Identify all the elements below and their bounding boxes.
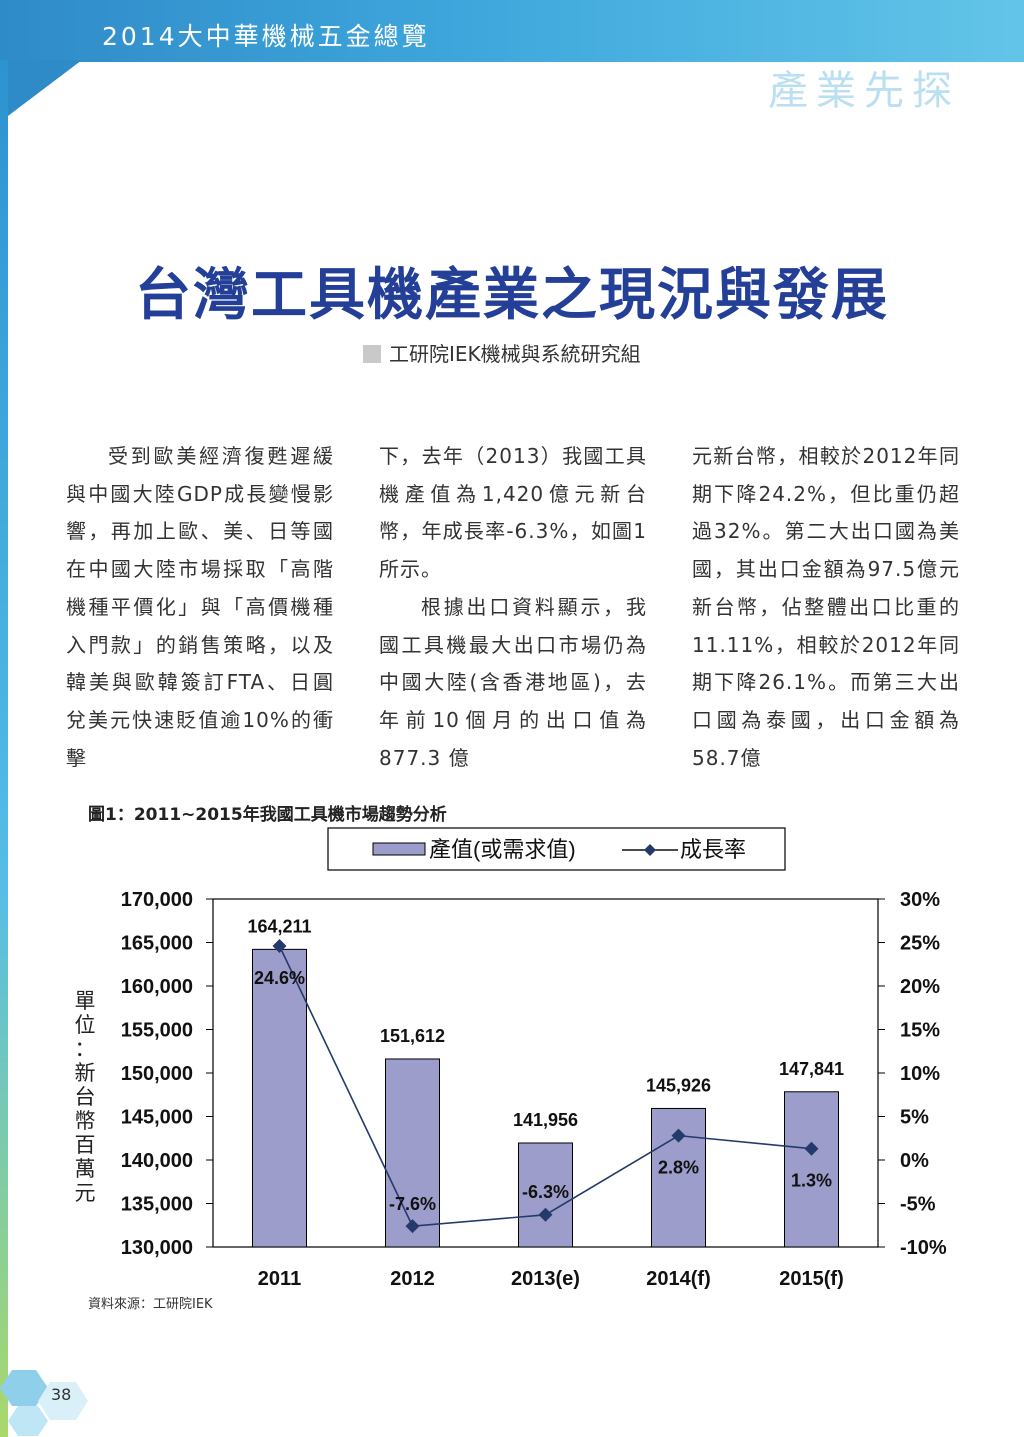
bar-value-label: 164,211 bbox=[247, 916, 311, 936]
y-axis-title-char: 元 bbox=[75, 1182, 96, 1205]
paragraph: 受到歐美經濟復甦遲緩與中國大陸GDP成長變慢影響，再加上歐、美、日等國在中國大陸… bbox=[66, 444, 334, 770]
byline: 工研院IEK機械與系統研究組 bbox=[363, 338, 641, 367]
byline-square-icon bbox=[363, 345, 381, 363]
y2-tick-label: -5% bbox=[900, 1194, 936, 1216]
y-tick-label: 135,000 bbox=[121, 1194, 193, 1216]
bar-value-label: 145,926 bbox=[646, 1075, 711, 1095]
figure-caption: 圖1：2011~2015年我國工具機市場趨勢分析 bbox=[88, 805, 447, 825]
y2-tick-label: 25% bbox=[900, 933, 940, 955]
x-tick-label: 2011 bbox=[258, 1268, 301, 1290]
legend-label-rate: 成長率 bbox=[680, 837, 746, 862]
y2-tick-label: 5% bbox=[900, 1107, 929, 1129]
page-number: 38 bbox=[51, 1385, 72, 1404]
y-tick-label: 165,000 bbox=[121, 933, 193, 955]
bar-value-label: 141,956 bbox=[513, 1110, 578, 1130]
y-tick-label: 155,000 bbox=[121, 1020, 193, 1042]
article-title: 台灣工具機產業之現況與發展 bbox=[135, 263, 889, 328]
legend-label-value: 產值(或需求值) bbox=[429, 837, 576, 862]
market-trend-chart: 產值(或需求值) 成長率 130,000 135,000 140,000 145,000 1… bbox=[75, 827, 947, 1290]
growth-rate-marker bbox=[671, 1128, 686, 1143]
y-tick-label: 130,000 bbox=[121, 1237, 193, 1259]
bar-value-label: 151,612 bbox=[380, 1026, 445, 1046]
bar bbox=[385, 1058, 440, 1248]
y-axis-title-char: 單 bbox=[75, 990, 96, 1013]
section-label: 產業先探 bbox=[768, 68, 960, 114]
bar-value-label: 147,841 bbox=[779, 1059, 844, 1079]
y-axis-title-char: 台 bbox=[75, 1086, 96, 1109]
y-axis-title-char: 萬 bbox=[75, 1158, 96, 1181]
y-tick-label: 145,000 bbox=[121, 1107, 193, 1129]
page-number-hexagons bbox=[0, 1370, 88, 1436]
figure-source: 資料來源：工研院IEK bbox=[88, 1297, 213, 1312]
magazine-title: 2014大中華機械五金總覽 bbox=[102, 22, 430, 51]
y2-tick-label: 10% bbox=[900, 1063, 940, 1085]
bar bbox=[252, 948, 307, 1248]
y-axis-title-char: 百 bbox=[75, 1134, 96, 1157]
growth-rate-label: -7.6% bbox=[389, 1194, 436, 1214]
y-tick-label: 140,000 bbox=[121, 1150, 193, 1172]
y-axis-title-char: 位 bbox=[75, 1014, 96, 1037]
x-tick-label: 2012 bbox=[390, 1268, 435, 1290]
legend-line-marker bbox=[644, 844, 656, 856]
header-band bbox=[0, 0, 1024, 62]
paragraph: 根據出口資料顯示，我國工具機最大出口市場仍為中國大陸(含香港地區)，去年前10個… bbox=[379, 594, 647, 770]
y2-tick-label: 30% bbox=[900, 889, 940, 911]
growth-rate-marker bbox=[804, 1141, 819, 1156]
y-tick-label: 160,000 bbox=[121, 976, 193, 998]
text-column-3: 元新台幣，相較於2012年同期下降24.2%，但比重仍超過32%。第二大出口國為… bbox=[692, 438, 960, 777]
byline-text: 工研院IEK機械與系統研究組 bbox=[389, 342, 641, 366]
growth-rate-marker bbox=[538, 1207, 553, 1222]
y2-tick-label: -10% bbox=[900, 1237, 947, 1259]
growth-rate-label: 24.6% bbox=[254, 968, 305, 988]
y-tick-label: 150,000 bbox=[121, 1063, 193, 1085]
y-axis-title-char: ： bbox=[75, 1038, 96, 1061]
bar bbox=[518, 1142, 573, 1248]
y2-tick-label: 20% bbox=[900, 976, 940, 998]
y2-tick-label: 0% bbox=[900, 1150, 929, 1172]
x-tick-label: 2015(f) bbox=[779, 1268, 843, 1290]
paragraph: 下，去年（2013）我國工具機產值為1,420億元新台幣，年成長率-6.3%，如… bbox=[379, 444, 647, 582]
y2-tick-label: 15% bbox=[900, 1020, 940, 1042]
growth-rate-marker bbox=[405, 1219, 420, 1234]
x-tick-label: 2013(e) bbox=[511, 1268, 580, 1290]
growth-rate-label: 2.8% bbox=[658, 1158, 699, 1178]
y-tick-label: 170,000 bbox=[121, 889, 193, 911]
growth-rate-label: 1.3% bbox=[791, 1171, 832, 1191]
y-axis-title-char: 新 bbox=[75, 1062, 96, 1085]
header-corner-decoration bbox=[0, 60, 82, 122]
growth-rate-label: -6.3% bbox=[522, 1182, 569, 1202]
text-column-1: 受到歐美經濟復甦遲緩與中國大陸GDP成長變慢影響，再加上歐、美、日等國在中國大陸… bbox=[66, 438, 334, 777]
y-axis-title-char: 幣 bbox=[75, 1110, 96, 1133]
bar bbox=[784, 1091, 839, 1248]
legend-bar-swatch bbox=[372, 842, 426, 856]
growth-rate-marker bbox=[272, 938, 287, 953]
paragraph: 元新台幣，相較於2012年同期下降24.2%，但比重仍超過32%。第二大出口國為… bbox=[692, 444, 960, 770]
x-tick-label: 2014(f) bbox=[646, 1268, 710, 1290]
left-edge-band bbox=[0, 60, 8, 1437]
text-column-2: 下，去年（2013）我國工具機產值為1,420億元新台幣，年成長率-6.3%，如… bbox=[379, 438, 647, 777]
